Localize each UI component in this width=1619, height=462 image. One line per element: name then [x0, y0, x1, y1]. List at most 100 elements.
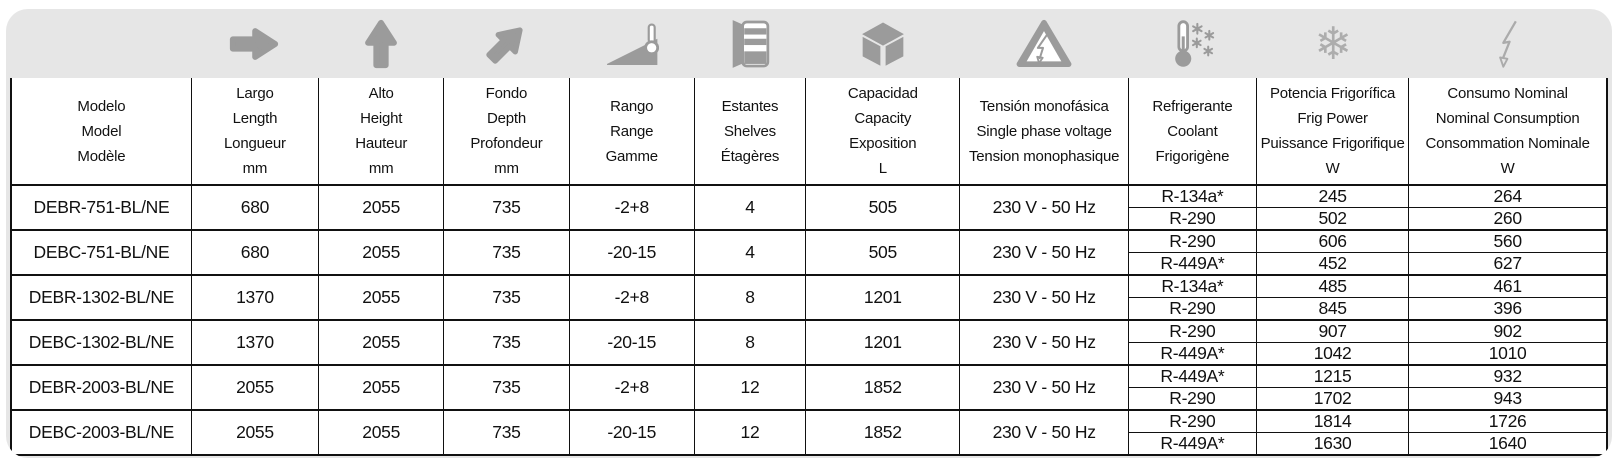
header-line: Capacity: [854, 110, 912, 127]
length-cell: 2055: [190, 364, 319, 410]
power-cell: 485: [1255, 274, 1409, 298]
icon-cell-range: [569, 9, 694, 78]
table-row: DEBC-1302-BL/NE 1370 2055 735 -20-15 8 1201 230…: [10, 319, 1607, 365]
icon-cell-depth: [443, 9, 568, 78]
header-line: Length: [232, 110, 278, 127]
range-cell: -20-15: [568, 409, 695, 455]
height-cell: 2055: [318, 409, 444, 455]
table-subrow: R-290 502 260: [11, 207, 1607, 230]
header-line: Consumo Nominal: [1447, 85, 1568, 102]
header-line: Tensión monofásica: [979, 97, 1109, 115]
voltage-cell: 230 V - 50 Hz: [959, 184, 1129, 230]
shelves-cell: 4: [693, 184, 806, 230]
col-header-height: Alto Height Hauteur mm: [318, 78, 444, 186]
header-line: Longueur: [224, 135, 286, 152]
consumption-cell: 461: [1408, 274, 1607, 298]
icon-cell-power: ❄: [1257, 9, 1409, 78]
header-line: Hauteur: [355, 135, 408, 152]
voltage-cell: 230 V - 50 Hz: [959, 364, 1129, 410]
header-line: Alto: [368, 85, 394, 102]
icon-cell-model: [10, 9, 191, 78]
power-cell: 452: [1255, 252, 1409, 275]
model-cell: DEBC-2003-BL/NE: [10, 409, 192, 455]
depth-cell: 735: [443, 319, 570, 365]
cube-icon: [861, 22, 904, 66]
length-cell: 1370: [190, 274, 319, 320]
table-subrow: R-290 845 396: [11, 297, 1607, 320]
depth-cell: 735: [443, 274, 570, 320]
shelves-cell: 12: [693, 364, 806, 410]
icon-cell-consumption: [1409, 9, 1607, 78]
capacity-cell: 1852: [805, 364, 960, 410]
model-cell: DEBC-751-BL/NE: [10, 229, 192, 275]
arrow-diagonal-icon: [486, 26, 523, 64]
consumption-cell: 396: [1408, 297, 1607, 320]
icon-cell-capacity: [806, 9, 961, 78]
header-row: Modelo Model Modèle Largo Length Longueur mm Al…: [10, 78, 1607, 186]
shelves-cell: 8: [693, 274, 806, 320]
header-line: Estantes: [721, 97, 779, 115]
power-cell: 245: [1255, 184, 1409, 208]
capacity-cell: 1201: [805, 319, 960, 365]
coolant-cell: R-449A*: [1127, 342, 1257, 365]
depth-cell: 735: [443, 409, 570, 455]
coolant-cell: R-290: [1127, 409, 1257, 433]
header-line: Étagères: [720, 147, 780, 165]
col-header-capacity: Capacidad Capacity Exposition L: [805, 78, 960, 186]
spec-table: Modelo Model Modèle Largo Length Longueur mm Al…: [10, 78, 1608, 456]
range-cell: -2+8: [568, 274, 695, 320]
spec-table-wrap: Modelo Model Modèle Largo Length Longueur mm Al…: [10, 78, 1608, 456]
header-line: Puissance Frigorifique: [1260, 135, 1405, 152]
consumption-cell: 1010: [1408, 342, 1607, 365]
coolant-cell: R-290: [1127, 387, 1257, 410]
header-line: Tension monophasique: [968, 147, 1120, 165]
coolant-cell: R-134a*: [1127, 274, 1257, 298]
header-line: Frigorigène: [1155, 147, 1230, 165]
header-line: Gamme: [605, 147, 659, 165]
consumption-cell: 264: [1408, 184, 1607, 208]
header-line: Profondeur: [470, 135, 543, 152]
header-line: Depth: [486, 110, 526, 127]
table-subrow: R-449A* 1042 1010: [11, 342, 1607, 365]
voltage-cell: 230 V - 50 Hz: [959, 274, 1129, 320]
shelves-cell: 4: [693, 229, 806, 275]
col-header-depth: Fondo Depth Profondeur mm: [443, 78, 570, 186]
header-line: L: [878, 160, 887, 177]
coolant-cell: R-290: [1127, 297, 1257, 320]
icon-band: ❄: [10, 9, 1608, 78]
consumption-cell: 943: [1408, 387, 1607, 410]
arrow-up-icon: [364, 19, 397, 68]
icon-cell-shelves: [694, 9, 805, 78]
coolant-cell: R-449A*: [1127, 432, 1257, 455]
table-row: DEBR-751-BL/NE 680 2055 735 -2+8 4 505 230 V - …: [10, 184, 1607, 230]
high-voltage-warning-icon: [1016, 19, 1072, 67]
depth-cell: 735: [443, 364, 570, 410]
range-cell: -2+8: [568, 364, 695, 410]
icon-cell-coolant: [1129, 9, 1257, 78]
power-cell: 845: [1255, 297, 1409, 320]
power-cell: 1630: [1255, 432, 1409, 455]
power-cell: 1215: [1255, 364, 1409, 388]
range-cell: -20-15: [568, 229, 695, 275]
header-line: Exposition: [849, 135, 917, 152]
height-cell: 2055: [318, 184, 444, 230]
icon-cell-length: [191, 9, 318, 78]
header-line: mm: [494, 160, 519, 177]
table-subrow: R-449A* 1630 1640: [11, 432, 1607, 455]
consumption-cell: 627: [1408, 252, 1607, 275]
model-cell: DEBR-1302-BL/NE: [10, 274, 192, 320]
header-line: mm: [368, 160, 394, 177]
header-line: Refrigerante: [1152, 97, 1233, 115]
header-line: Model: [81, 122, 122, 140]
table-body: DEBR-751-BL/NE 680 2055 735 -2+8 4 505 230 V - …: [10, 184, 1607, 455]
table-subrow: R-449A* 452 627: [11, 252, 1607, 275]
table-row: DEBR-2003-BL/NE 2055 2055 735 -2+8 12 1852 230 …: [10, 364, 1607, 410]
header-line: Shelves: [724, 122, 776, 140]
col-header-range: Rango Range Gamme: [568, 78, 695, 186]
length-cell: 680: [190, 229, 319, 275]
consumption-cell: 1726: [1408, 409, 1607, 433]
header-line: Modelo: [77, 97, 126, 115]
capacity-cell: 505: [805, 229, 960, 275]
shelves-icon: [732, 19, 770, 68]
col-header-coolant: Refrigerante Coolant Frigorigène: [1127, 78, 1257, 186]
